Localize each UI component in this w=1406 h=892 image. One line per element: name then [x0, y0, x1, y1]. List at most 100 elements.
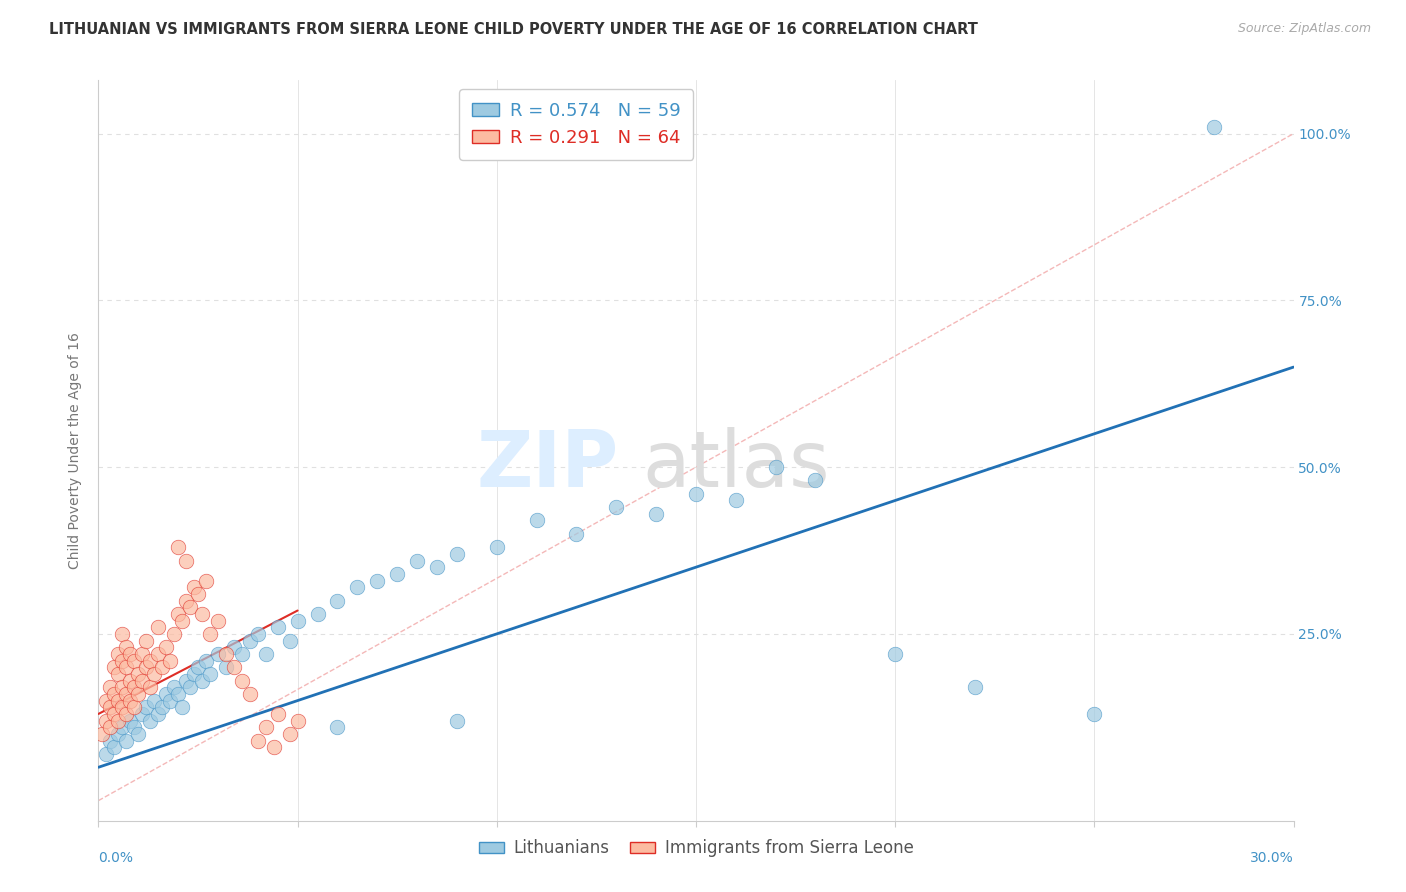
Point [111, 627, 134, 641]
Legend: Lithuanians, Immigrants from Sierra Leone: Lithuanians, Immigrants from Sierra Leon… [472, 833, 920, 864]
Point [167, 607, 190, 621]
Point [565, 526, 588, 541]
Point [172, 700, 194, 714]
Point [124, 700, 146, 714]
Point [143, 666, 166, 681]
Point [98, 733, 122, 747]
Text: LITHUANIAN VS IMMIGRANTS FROM SIERRA LEONE CHILD POVERTY UNDER THE AGE OF 16 COR: LITHUANIAN VS IMMIGRANTS FROM SIERRA LEO… [49, 22, 979, 37]
Point [163, 627, 186, 641]
Point [98, 700, 122, 714]
Point [127, 687, 149, 701]
Point [963, 680, 986, 694]
Point [724, 493, 747, 508]
Point [307, 607, 329, 621]
Point [183, 666, 205, 681]
Point [131, 673, 153, 688]
Point [263, 740, 285, 755]
Point [187, 587, 209, 601]
Point [765, 460, 787, 475]
Point [150, 660, 173, 674]
Point [103, 706, 125, 721]
Point [131, 706, 153, 721]
Point [446, 714, 468, 728]
Point [120, 714, 142, 728]
Point [287, 714, 309, 728]
Point [127, 666, 149, 681]
Point [1083, 706, 1105, 721]
Text: Source: ZipAtlas.com: Source: ZipAtlas.com [1237, 22, 1371, 36]
Point [246, 733, 269, 747]
Point [187, 660, 209, 674]
Point [605, 500, 627, 515]
Point [103, 660, 125, 674]
Point [96, 693, 118, 707]
Point [222, 640, 245, 655]
Point [645, 507, 668, 521]
Point [150, 700, 173, 714]
Point [406, 553, 429, 567]
Point [131, 647, 153, 661]
Point [198, 666, 221, 681]
Point [115, 706, 138, 721]
Point [179, 680, 201, 694]
Point [111, 720, 134, 734]
Point [254, 720, 277, 734]
Point [135, 660, 157, 674]
Point [115, 660, 138, 674]
Point [139, 714, 162, 728]
Point [103, 740, 125, 755]
Point [179, 600, 201, 615]
Point [111, 654, 134, 668]
Point [135, 700, 157, 714]
Point [366, 574, 388, 588]
Point [96, 714, 118, 728]
Point [884, 647, 907, 661]
Point [111, 680, 134, 694]
Point [96, 747, 118, 761]
Point [215, 647, 238, 661]
Point [120, 647, 142, 661]
Point [207, 647, 229, 661]
Point [174, 593, 197, 607]
Point [346, 580, 368, 594]
Point [239, 687, 262, 701]
Point [143, 693, 166, 707]
Point [326, 593, 349, 607]
Point [111, 700, 134, 714]
Point [98, 680, 122, 694]
Point [278, 727, 301, 741]
Text: ZIP: ZIP [477, 427, 619, 503]
Point [287, 614, 309, 628]
Point [526, 514, 548, 528]
Point [485, 540, 508, 554]
Point [446, 547, 468, 561]
Point [148, 620, 170, 634]
Point [107, 647, 129, 661]
Point [107, 666, 129, 681]
Text: 30.0%: 30.0% [1250, 851, 1294, 865]
Point [207, 614, 229, 628]
Point [107, 714, 129, 728]
Point [198, 627, 221, 641]
Point [239, 633, 262, 648]
Point [191, 673, 214, 688]
Point [103, 687, 125, 701]
Point [124, 680, 146, 694]
Point [91, 727, 114, 741]
Point [120, 693, 142, 707]
Text: 0.0%: 0.0% [98, 851, 134, 865]
Point [231, 647, 253, 661]
Point [155, 687, 177, 701]
Point [107, 727, 129, 741]
Point [115, 687, 138, 701]
Point [167, 540, 190, 554]
Point [155, 640, 177, 655]
Point [124, 720, 146, 734]
Point [127, 727, 149, 741]
Point [163, 680, 186, 694]
Point [426, 560, 449, 574]
Point [148, 706, 170, 721]
Point [174, 673, 197, 688]
Point [124, 654, 146, 668]
Point [159, 654, 181, 668]
